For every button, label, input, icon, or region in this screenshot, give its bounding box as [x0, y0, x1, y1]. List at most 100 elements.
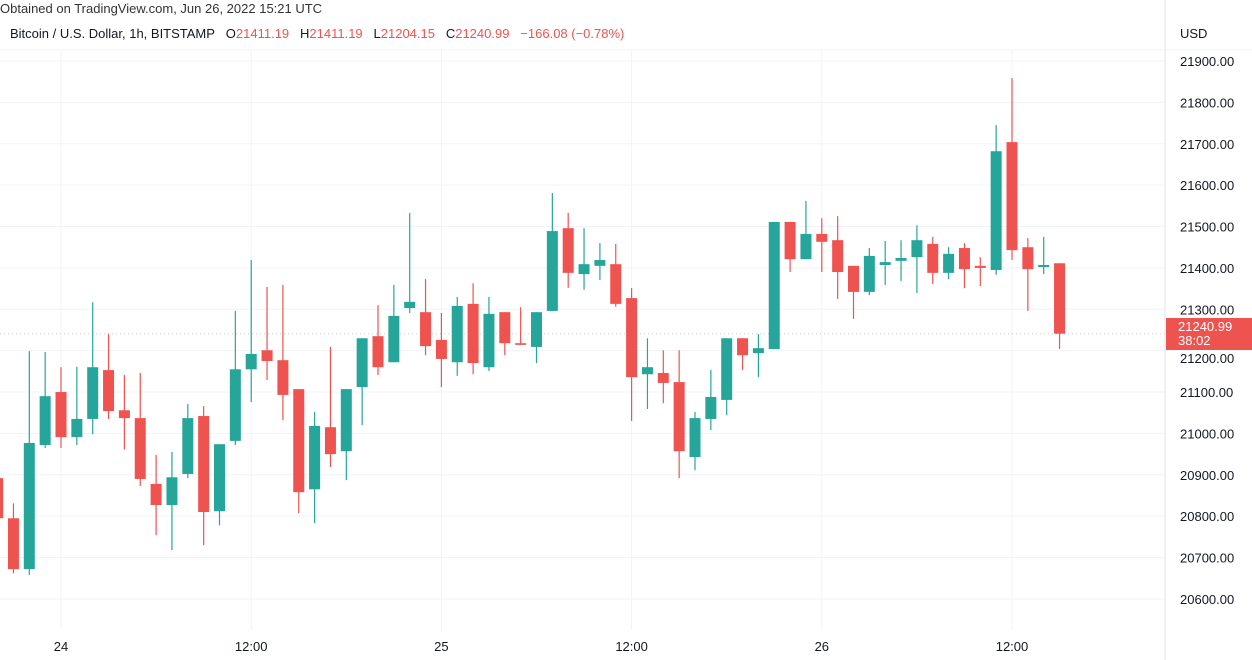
- candle-body: [974, 265, 986, 268]
- candle[interactable]: [958, 243, 970, 289]
- candle[interactable]: [752, 334, 764, 378]
- candle[interactable]: [420, 279, 432, 356]
- candle[interactable]: [610, 243, 622, 307]
- candle[interactable]: [1022, 238, 1034, 311]
- candle[interactable]: [7, 503, 19, 574]
- candle[interactable]: [784, 221, 796, 273]
- candle-body: [39, 396, 51, 446]
- candle[interactable]: [1038, 236, 1050, 275]
- candle[interactable]: [293, 389, 305, 514]
- candle[interactable]: [245, 260, 257, 402]
- candle-body: [737, 338, 749, 356]
- candle[interactable]: [578, 228, 590, 290]
- candle[interactable]: [515, 307, 527, 345]
- candle[interactable]: [673, 350, 685, 479]
- candle-body: [467, 303, 479, 364]
- candle[interactable]: [721, 338, 733, 416]
- candle-body: [166, 477, 178, 506]
- candle[interactable]: [71, 366, 83, 446]
- candle-body: [356, 338, 368, 388]
- candle[interactable]: [166, 452, 178, 551]
- candle[interactable]: [483, 296, 495, 371]
- candle[interactable]: [657, 350, 669, 404]
- x-tick-label: 26: [815, 639, 829, 654]
- candle[interactable]: [895, 240, 907, 282]
- candle[interactable]: [848, 265, 859, 319]
- candle[interactable]: [1006, 77, 1018, 261]
- candle[interactable]: [55, 367, 67, 448]
- candle[interactable]: [214, 444, 225, 526]
- candle-body: [943, 253, 955, 273]
- candle[interactable]: [594, 243, 606, 280]
- candle-body: [372, 336, 384, 368]
- candle[interactable]: [198, 406, 210, 546]
- candle[interactable]: [404, 212, 416, 314]
- candle[interactable]: [118, 375, 130, 450]
- candle[interactable]: [943, 247, 955, 280]
- candle[interactable]: [705, 370, 717, 431]
- bar-countdown: 38:02: [1178, 333, 1211, 348]
- candle[interactable]: [372, 305, 384, 376]
- candle-body: [198, 416, 210, 513]
- candle[interactable]: [134, 373, 146, 486]
- candle[interactable]: [800, 200, 812, 260]
- candle-body: [0, 478, 4, 519]
- candle[interactable]: [0, 478, 4, 524]
- candle-body: [483, 313, 495, 368]
- candle[interactable]: [388, 284, 400, 363]
- x-tick-label: 25: [434, 639, 448, 654]
- candle[interactable]: [641, 338, 653, 410]
- candle[interactable]: [467, 283, 479, 375]
- candle[interactable]: [499, 312, 511, 356]
- candle-body: [800, 233, 812, 260]
- candle[interactable]: [261, 286, 273, 381]
- candle[interactable]: [768, 221, 780, 350]
- candle-body: [990, 151, 1002, 270]
- candle-body: [55, 392, 67, 438]
- candle[interactable]: [990, 125, 1002, 275]
- candle-body: [1006, 142, 1018, 251]
- candle[interactable]: [324, 346, 336, 467]
- candle[interactable]: [229, 310, 241, 446]
- x-tick-label: 12:00: [615, 639, 648, 654]
- candle-body: [277, 360, 289, 395]
- candle[interactable]: [879, 241, 891, 285]
- candle[interactable]: [277, 284, 289, 421]
- candle[interactable]: [356, 338, 368, 426]
- y-tick-label: 21600.00: [1180, 178, 1234, 193]
- candle-body: [324, 427, 336, 455]
- candle-body: [23, 442, 35, 570]
- candle[interactable]: [562, 212, 574, 288]
- candle[interactable]: [435, 313, 447, 388]
- candle[interactable]: [816, 218, 828, 273]
- candle[interactable]: [863, 248, 875, 296]
- candle[interactable]: [531, 312, 542, 364]
- candle[interactable]: [832, 216, 844, 299]
- candle[interactable]: [309, 411, 321, 524]
- candle[interactable]: [927, 236, 939, 285]
- candle[interactable]: [911, 225, 923, 294]
- candle[interactable]: [451, 296, 463, 376]
- candle-body: [340, 389, 352, 452]
- symbol-legend: Bitcoin / U.S. Dollar, 1h, BITSTAMP O214…: [10, 26, 624, 41]
- open-value: 21411.19: [235, 26, 290, 41]
- candle[interactable]: [87, 302, 99, 435]
- candle-body: [214, 444, 225, 512]
- y-tick-label: 21700.00: [1180, 137, 1234, 152]
- candle[interactable]: [23, 351, 35, 575]
- candle[interactable]: [150, 454, 162, 536]
- candle-body: [150, 483, 162, 506]
- candle[interactable]: [626, 288, 638, 422]
- candle[interactable]: [103, 334, 115, 419]
- candle[interactable]: [974, 257, 986, 287]
- candle[interactable]: [39, 351, 51, 448]
- candle[interactable]: [340, 389, 352, 481]
- candle[interactable]: [546, 193, 558, 311]
- candle[interactable]: [737, 338, 749, 371]
- candle[interactable]: [182, 404, 194, 479]
- candle[interactable]: [1054, 263, 1066, 349]
- candle[interactable]: [689, 411, 701, 471]
- y-tick-label: 20800.00: [1180, 509, 1234, 524]
- y-tick-label: 21300.00: [1180, 302, 1234, 317]
